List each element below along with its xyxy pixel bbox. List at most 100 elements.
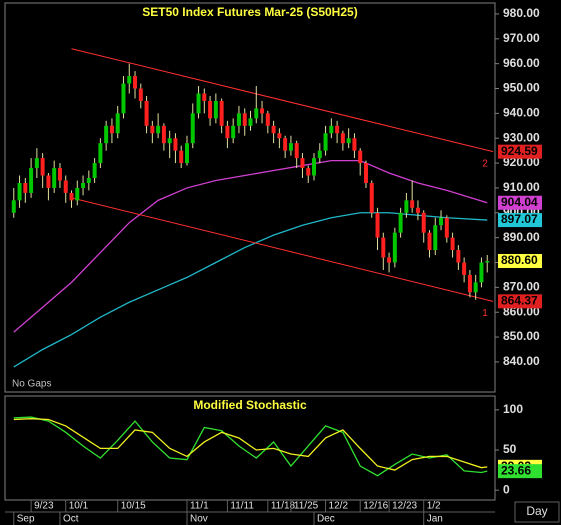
month-tick-label: Sep: [17, 514, 35, 525]
candle-body: [202, 93, 207, 101]
candle-body: [375, 212, 380, 238]
candle-body: [346, 138, 351, 144]
candle-body: [248, 118, 253, 126]
y-tick-label: 50: [503, 442, 517, 456]
date-tick-label: 11/25: [294, 501, 319, 512]
candle-body: [410, 200, 415, 208]
candle-body: [387, 257, 392, 263]
candle-body: [456, 250, 461, 263]
trend-line-label: 1: [482, 308, 488, 319]
candle-body: [156, 125, 161, 134]
date-tick-label: 12/16: [363, 501, 388, 512]
candle-body: [329, 125, 334, 134]
candle-body: [161, 125, 166, 144]
main-panel-frame: [4, 2, 496, 393]
candle-body: [473, 282, 478, 293]
price-tag: [498, 464, 542, 479]
date-tick-label: 11/11: [230, 501, 254, 512]
trend-line-label: 2: [482, 158, 488, 169]
candle-body: [236, 113, 241, 126]
date-tick-label: 12/2: [329, 501, 349, 512]
candle-body: [404, 200, 409, 213]
candle-body: [75, 187, 80, 201]
price-tag: [498, 195, 542, 210]
y-tick-label: 920.00: [503, 155, 540, 169]
candle-body: [40, 158, 45, 176]
candle-body: [369, 182, 374, 213]
candle-body: [340, 133, 345, 144]
y-tick-label: 950.00: [503, 81, 540, 95]
y-tick-label: 930.00: [503, 130, 540, 144]
candle-body: [23, 182, 28, 193]
price-tag: [498, 213, 542, 228]
candle-body: [323, 133, 328, 151]
candle-body: [363, 163, 368, 183]
candle-body: [144, 100, 149, 126]
date-tick-label: 12/23: [392, 501, 417, 512]
candle-body: [121, 83, 126, 114]
date-tick-label: 1/2: [427, 501, 441, 512]
candle-body: [46, 175, 51, 188]
price-tag: [498, 144, 542, 159]
candle-body: [138, 88, 143, 101]
candle-body: [104, 125, 109, 144]
candle-body: [81, 182, 86, 188]
candle-body: [265, 113, 270, 126]
candle-body: [57, 168, 62, 181]
candle-body: [433, 225, 438, 251]
candle-body: [225, 125, 230, 139]
candle-body: [150, 125, 155, 134]
candle-body: [271, 125, 276, 134]
price-tag-label: 23.66: [501, 463, 531, 477]
candle-body: [115, 113, 120, 134]
candle-body: [421, 212, 426, 233]
candle-body: [444, 217, 449, 238]
y-tick-label: 940.00: [503, 106, 540, 120]
candle-body: [29, 168, 34, 193]
candle-body: [260, 108, 265, 114]
candle-body: [98, 143, 103, 164]
y-tick-label: 970.00: [503, 31, 540, 45]
candle-body: [306, 168, 311, 176]
candle-body: [17, 182, 22, 201]
candle-body: [213, 100, 218, 119]
y-tick-label: 910.00: [503, 180, 540, 194]
candle-body: [109, 125, 114, 134]
candle-body: [190, 113, 195, 144]
price-tag-label: 880.60: [501, 253, 538, 267]
candle-body: [462, 262, 467, 275]
candle-body: [398, 212, 403, 233]
candle-body: [92, 163, 97, 178]
candle-body: [184, 143, 189, 164]
candle-body: [381, 237, 386, 258]
stochastic-line: [13, 418, 488, 471]
note: No Gaps: [12, 379, 51, 390]
y-tick-label: 0: [503, 482, 510, 496]
candle-body: [450, 237, 455, 251]
price-tag-label: 897.07: [501, 212, 538, 226]
y-tick-label: 890.00: [503, 230, 540, 244]
candle-body: [415, 207, 420, 213]
price-tag: [498, 294, 542, 309]
date-tick-label: 10/15: [121, 501, 146, 512]
date-tick-label: 11/18: [271, 501, 296, 512]
y-tick-label: 850.00: [503, 329, 540, 343]
price-tag-label: 904.04: [501, 195, 538, 209]
candle-body: [52, 168, 57, 188]
candle-body: [86, 177, 91, 183]
date-tick-label: 10/1: [69, 501, 89, 512]
trend-line: [71, 48, 494, 153]
month-tick-label: Jan: [427, 514, 443, 525]
candle-body: [179, 150, 184, 164]
candle-body: [219, 100, 224, 126]
candle-body: [352, 138, 357, 151]
month-tick-label: Nov: [190, 514, 208, 525]
candle-body: [69, 192, 74, 201]
trend-line: [71, 197, 494, 302]
candle-body: [312, 158, 317, 176]
y-tick-label: 960.00: [503, 56, 540, 70]
y-tick-label: 840.00: [503, 354, 540, 368]
candle-body: [288, 143, 293, 151]
